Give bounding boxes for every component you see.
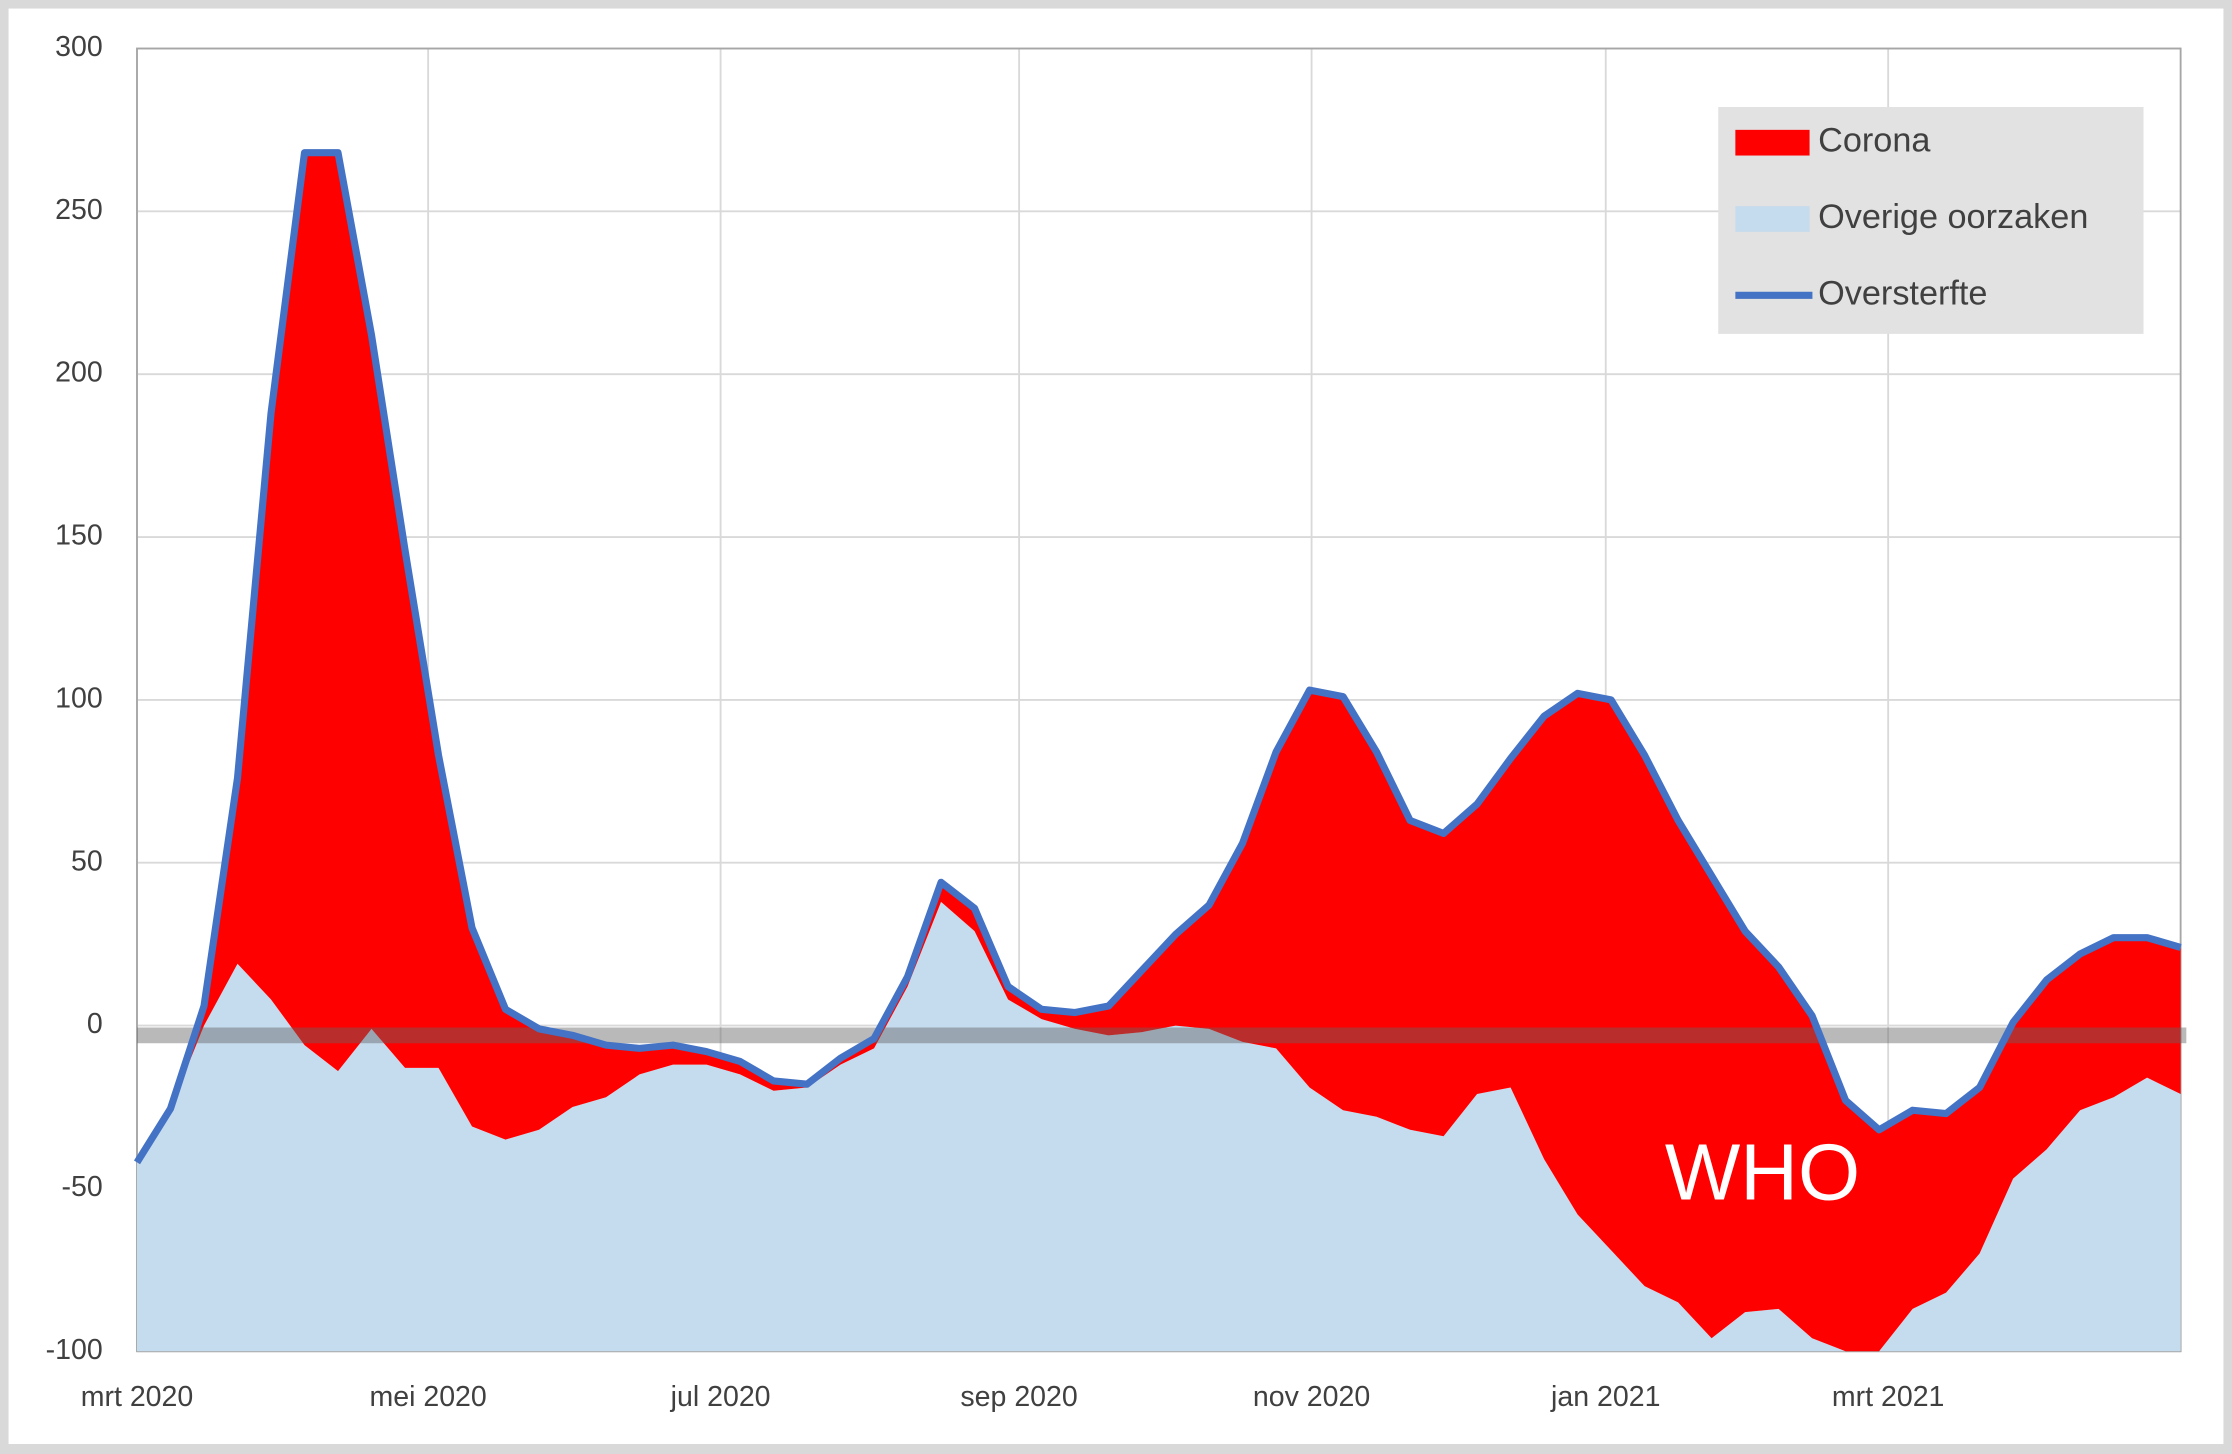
x-tick-label: mrt 2021 [1832, 1381, 1945, 1413]
legend-label: Overige oorzaken [1818, 198, 2088, 236]
area [137, 152, 2181, 1352]
legend-swatch [1735, 206, 1810, 232]
y-tick-label: -50 [62, 1171, 103, 1203]
y-tick-label: 100 [55, 682, 103, 714]
plot-border [136, 47, 2182, 1353]
x-tick-label: mei 2020 [369, 1381, 486, 1413]
line [133, 149, 2182, 1165]
y-tick-label: 50 [71, 845, 103, 877]
legend-swatch [1735, 129, 1810, 156]
legend-label: Corona [1818, 122, 1931, 160]
y-tick-label: 300 [55, 31, 103, 63]
x-tick-label: jan 2021 [1550, 1381, 1660, 1413]
legend: Corona Overige oorzaken Oversterfte [1718, 107, 2144, 334]
annotation: WHO [1665, 1128, 1860, 1217]
marks [133, 149, 2187, 1352]
y-tick-label: 200 [55, 357, 103, 389]
legend-label: Oversterfte [1818, 274, 1987, 312]
y-tick-label: 250 [55, 194, 103, 226]
x-tick-label: sep 2020 [960, 1381, 1077, 1413]
x-tick-label: jul 2020 [670, 1381, 771, 1413]
y-tick-label: 150 [55, 520, 103, 552]
x-tick-label: nov 2020 [1253, 1381, 1370, 1413]
y-tick-label: 0 [87, 1008, 103, 1040]
area [137, 901, 2181, 1352]
x-tick-label: mrt 2020 [81, 1381, 194, 1413]
y-tick-label: -100 [46, 1334, 103, 1366]
